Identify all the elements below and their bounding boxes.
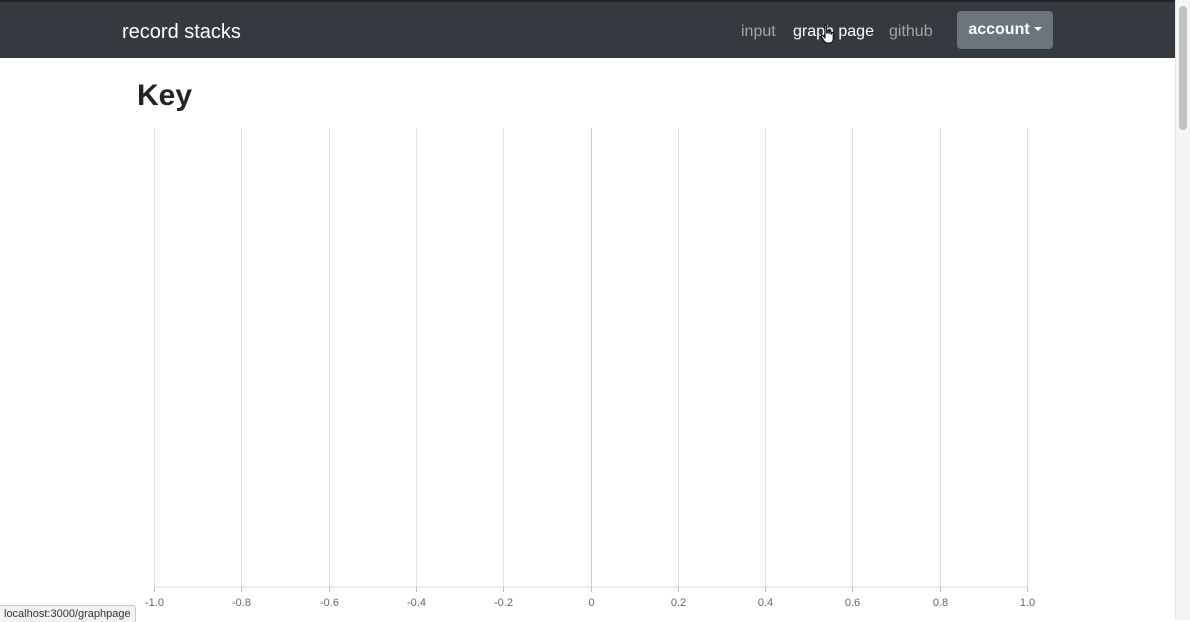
account-dropdown-button[interactable]: account bbox=[957, 11, 1053, 49]
account-label: account bbox=[968, 21, 1030, 38]
x-tick-label: 0.4 bbox=[758, 597, 773, 609]
vertical-scrollbar[interactable] bbox=[1175, 0, 1190, 620]
nav-link-graph-page[interactable]: graph page bbox=[793, 23, 874, 40]
x-tick-label: 0 bbox=[588, 597, 594, 609]
chart-x-axis: -1.0 -0.8 -0.6 -0.4 -0.2 0 0.2 0.4 0.6 0.8 1.0 bbox=[145, 586, 1035, 609]
x-tick-label: -0.6 bbox=[320, 597, 339, 609]
status-bar-url: localhost:3000/graphpage bbox=[0, 605, 136, 622]
x-tick-label: -1.0 bbox=[145, 597, 164, 609]
x-tick-label: -0.8 bbox=[232, 597, 251, 609]
chart-grid bbox=[154, 128, 1028, 587]
x-tick-label: 1.0 bbox=[1020, 597, 1035, 609]
hand-pointer-cursor-icon bbox=[820, 24, 834, 44]
nav-link-input[interactable]: input bbox=[741, 23, 776, 40]
x-tick-label: 0.6 bbox=[845, 597, 860, 609]
caret-down-icon bbox=[1033, 27, 1042, 31]
x-tick-label: -0.4 bbox=[407, 597, 426, 609]
x-tick-label: 0.8 bbox=[933, 597, 948, 609]
page-title: Key bbox=[137, 79, 193, 112]
nav-link-github[interactable]: github bbox=[889, 23, 933, 40]
x-tick-label: -0.2 bbox=[494, 597, 513, 609]
top-navbar: record stacks input graph page github ac… bbox=[0, 0, 1175, 58]
x-tick-label: 0.2 bbox=[671, 597, 686, 609]
scrollbar-thumb[interactable] bbox=[1179, 6, 1187, 130]
brand-link[interactable]: record stacks bbox=[122, 21, 241, 43]
